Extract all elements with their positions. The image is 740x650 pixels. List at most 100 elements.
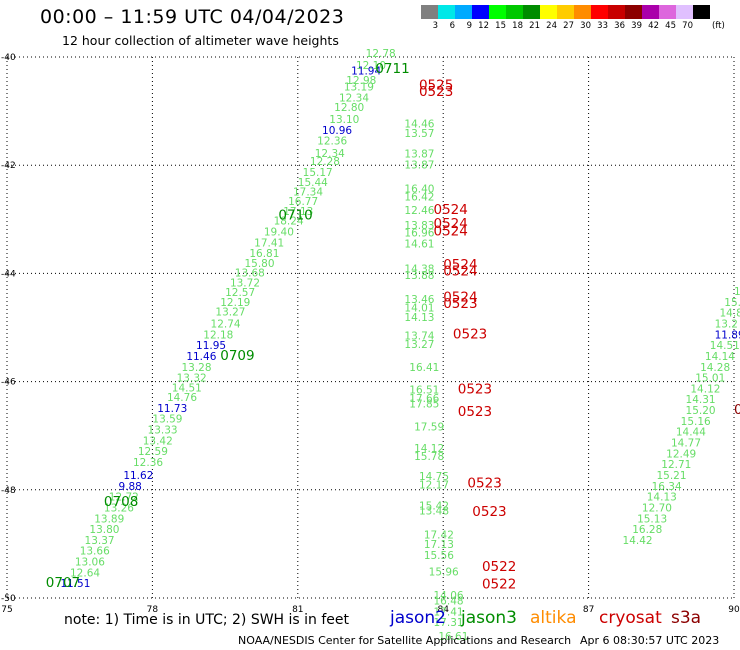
swh-value: 14.76	[167, 392, 197, 404]
swh-value: 12.59	[138, 446, 168, 458]
satellite-name-cryosat: cryosat	[599, 608, 662, 628]
swh-value: 13.87	[404, 159, 434, 171]
legend-tick: 12	[478, 21, 489, 31]
satellite-name-altika: altika	[530, 608, 577, 628]
swh-value: 15.	[724, 297, 740, 309]
swh-value: 12.18	[203, 329, 233, 341]
swh-value: 15.42	[419, 500, 449, 512]
swh-value: 14.8	[719, 308, 740, 320]
legend-swatch	[625, 5, 642, 19]
legend-swatch	[676, 5, 693, 19]
swh-value: 11.73	[157, 403, 187, 415]
lon-tick-label: 81	[292, 605, 303, 615]
lat-tick-label: -40	[1, 53, 16, 63]
legend-tick: 3	[432, 21, 438, 31]
swh-value: 15.78	[414, 451, 444, 463]
swh-value: 14.13	[647, 492, 677, 504]
swh-value: 13.68	[235, 268, 265, 280]
legend-swatch	[523, 5, 540, 19]
swh-value: 16.42	[404, 191, 434, 203]
swh-value: 12.98	[346, 75, 376, 87]
pass-time-label: 0524	[443, 264, 477, 280]
satellite-name-jason2: jason2	[390, 608, 446, 628]
lon-tick-label: 75	[1, 605, 12, 615]
legend-tick-labels: 3 6 9 12 15 18 21 24 27 30 33 36 39 42 45 70	[421, 21, 710, 31]
pass-time-label: 0523	[458, 382, 492, 398]
swh-value: 13.57	[404, 128, 434, 140]
legend-swatch	[608, 5, 625, 19]
satellite-name-s3a: s3a	[671, 608, 702, 628]
lon-tick-label: 87	[583, 605, 594, 615]
swh-value: 13.59	[152, 414, 182, 426]
pass-time-label: 0523	[443, 296, 477, 312]
swh-value: 14.13	[404, 312, 434, 324]
legend-tick: 27	[563, 21, 574, 31]
legend-tick: 39	[631, 21, 642, 31]
legend-tick: 9	[466, 21, 472, 31]
pass-time-label: 0524	[443, 290, 477, 306]
lat-tick-label: -42	[1, 161, 16, 171]
swh-value: 13.80	[89, 524, 119, 536]
pass-time-label: 0524	[443, 257, 477, 273]
swh-value: 11.89	[715, 329, 740, 341]
swh-value: 15.96	[429, 566, 459, 578]
legend-tick: 45	[665, 21, 676, 31]
swh-value: 17.34	[293, 186, 323, 198]
swh-value: 16.77	[288, 196, 318, 208]
swh-value: 13.33	[148, 425, 178, 437]
swh-value: 12.64	[70, 567, 100, 579]
legend-swatch	[438, 5, 455, 19]
swh-value: 17.42	[424, 529, 454, 541]
swh-value: 13.28	[181, 362, 211, 374]
legend-tick: 24	[546, 21, 557, 31]
map-axis-labels: 75 78 81 84 87 90 -40 -42 -44 -46 -48 -50	[1, 53, 740, 615]
legend-color-bar	[421, 5, 710, 19]
legend-swatch	[540, 5, 557, 19]
swh-value: 15.20	[686, 405, 716, 417]
swh-value: 12.34	[315, 148, 345, 160]
map-subtitle: 12 hour collection of altimeter wave hei…	[62, 33, 339, 48]
swh-value: 16.48	[434, 595, 464, 607]
lat-tick-label: -50	[1, 594, 16, 604]
swh-value: 17.13	[283, 206, 313, 218]
legend-swatch	[472, 5, 489, 19]
swh-value: 15.13	[637, 513, 667, 525]
swh-value: 12.28	[310, 156, 340, 168]
pass-time-labels: 0711071007090708070705250523052405240524…	[46, 61, 740, 592]
footer-note: note: 1) Time is in UTC; 2) SWH is in fe…	[64, 612, 350, 628]
swh-value: 13.83	[404, 220, 434, 232]
swh-value: 14.38	[404, 263, 434, 275]
swh-value: 12.72	[109, 492, 139, 504]
swh-value: 13.42	[143, 435, 173, 447]
legend-swatch	[659, 5, 676, 19]
swh-value: 12.36	[317, 136, 347, 148]
legend-swatch	[693, 5, 710, 19]
swh-value: 14.61	[404, 238, 434, 250]
swh-value: 16.41	[409, 362, 439, 374]
swh-value: 11.46	[186, 351, 216, 363]
legend-tick: 42	[648, 21, 659, 31]
swh-value: 13.26	[104, 502, 134, 514]
swh-value: 16.28	[632, 524, 662, 536]
lon-tick-label: 78	[147, 605, 159, 615]
swh-value: 13.88	[404, 270, 434, 282]
legend-tick: 21	[529, 21, 540, 31]
pass-time-label: 0707	[46, 575, 80, 591]
pass-time-label: 0523	[419, 84, 453, 100]
swh-value: 13.27	[215, 307, 245, 319]
pass-time-label: 0709	[220, 348, 254, 364]
pass-time-label: 0525	[419, 77, 453, 93]
generated-timestamp: Apr 6 08:30:57 UTC 2023	[580, 634, 720, 647]
legend-swatch	[642, 5, 659, 19]
legend-swatch	[557, 5, 574, 19]
swh-value: 14.46	[404, 118, 434, 130]
swh-value: 19.40	[264, 227, 294, 239]
swh-value: 13.89	[94, 513, 124, 525]
pass-time-label: 0524	[434, 202, 468, 218]
swh-value: 15.56	[424, 550, 454, 562]
pass-time-label: 0522	[482, 576, 516, 592]
pass-time-label: 0524	[434, 216, 468, 232]
swh-value: 13.72	[230, 277, 260, 289]
swh-value: 12.78	[366, 48, 396, 60]
